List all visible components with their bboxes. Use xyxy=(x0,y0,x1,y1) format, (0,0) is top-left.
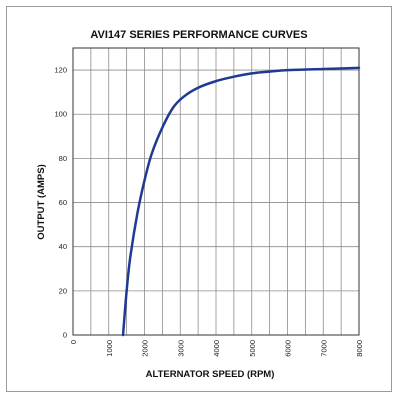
y-tick-label: 20 xyxy=(59,286,67,295)
chart-title: AVI147 SERIES PERFORMANCE CURVES xyxy=(90,29,307,41)
series-line xyxy=(121,66,361,337)
x-tick-label: 3000 xyxy=(176,340,185,357)
y-axis-label: OUTPUT (AMPS) xyxy=(36,164,47,239)
y-tick-label: 100 xyxy=(54,110,67,119)
x-tick-labels: 0 1000 2000 3000 4000 5000 6000 7000 8000 xyxy=(69,340,364,357)
y-tick-label: 80 xyxy=(59,154,67,163)
x-tick-label: 0 xyxy=(69,340,78,344)
y-tick-label: 40 xyxy=(59,242,67,251)
grid-lines xyxy=(73,48,359,335)
y-tick-label: 60 xyxy=(59,198,67,207)
y-tick-label: 120 xyxy=(54,66,67,75)
x-tick-label: 6000 xyxy=(284,340,293,357)
x-tick-label: 8000 xyxy=(355,340,364,357)
x-tick-label: 2000 xyxy=(141,340,150,357)
y-tick-labels: 0 20 40 60 80 100 120 xyxy=(54,66,67,340)
x-tick-label: 7000 xyxy=(319,340,328,357)
x-tick-label: 1000 xyxy=(105,340,114,357)
x-axis-label: ALTERNATOR SPEED (RPM) xyxy=(146,369,275,380)
y-tick-label: 0 xyxy=(63,331,67,340)
plot-area-border xyxy=(72,47,360,336)
x-tick-label: 4000 xyxy=(212,340,221,357)
x-tick-label: 5000 xyxy=(248,340,257,357)
